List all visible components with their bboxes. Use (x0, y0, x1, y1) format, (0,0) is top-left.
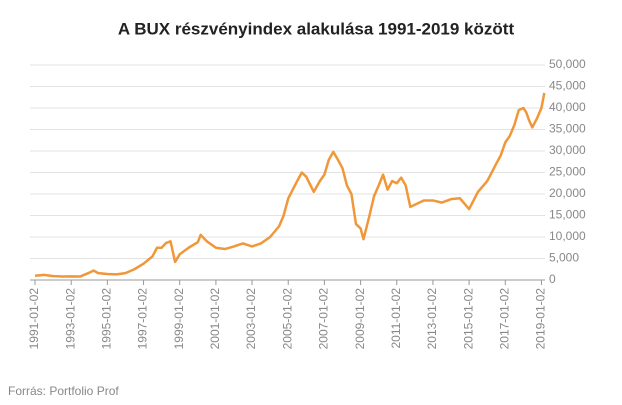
x-tick-label: 2015-01-02 (461, 288, 475, 350)
y-tick-label: 15,000 (549, 208, 586, 222)
x-tick-label: 2007-01-02 (317, 288, 331, 350)
y-tick-label: 20,000 (549, 186, 586, 200)
y-tick-label: 5,000 (549, 251, 579, 265)
x-tick-label: 2017-01-02 (497, 288, 511, 350)
x-tick-label: 2001-01-02 (208, 288, 222, 350)
x-tick-label: 2003-01-02 (244, 288, 258, 350)
y-tick-label: 45,000 (549, 79, 586, 93)
x-tick-label: 2011-01-02 (389, 288, 403, 349)
x-tick-label: 2019-01-02 (534, 288, 548, 350)
x-tick-label: 1991-01-02 (27, 288, 41, 350)
y-tick-label: 40,000 (549, 100, 586, 114)
x-tick-label: 2005-01-02 (280, 288, 294, 350)
x-tick-label: 1993-01-02 (63, 288, 77, 350)
y-tick-label: 10,000 (549, 229, 586, 243)
y-tick-label: 30,000 (549, 143, 586, 157)
y-tick-label: 35,000 (549, 122, 586, 136)
chart-title: A BUX részvényindex alakulása 1991-2019 … (118, 19, 515, 38)
source: Forrás: Portfolio Prof (8, 384, 119, 398)
x-tick-label: 1995-01-02 (100, 288, 114, 350)
x-tick-label: 1999-01-02 (172, 288, 186, 350)
x-tick-label: 1997-01-02 (136, 288, 150, 350)
y-tick-label: 25,000 (549, 165, 586, 179)
y-tick-label: 50,000 (549, 57, 586, 71)
index-line (34, 92, 546, 278)
y-tick-label: 0 (549, 272, 556, 286)
x-tick-label: 2013-01-02 (425, 288, 439, 350)
x-tick-label: 2009-01-02 (353, 288, 367, 350)
